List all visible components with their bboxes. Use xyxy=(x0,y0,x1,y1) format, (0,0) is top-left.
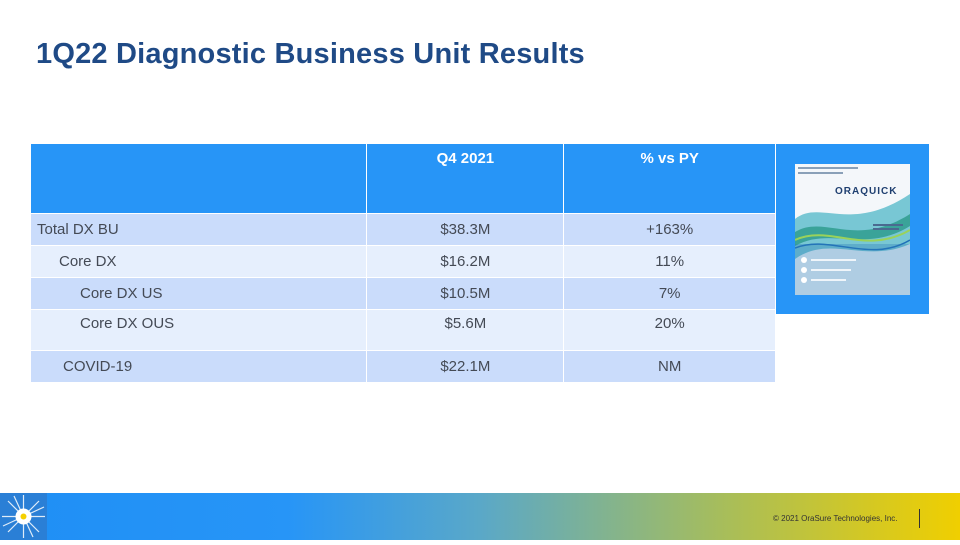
oraquick-box-art xyxy=(795,164,910,295)
product-brand: ORAQUICK xyxy=(835,186,898,197)
header-q4-2021: Q4 2021 xyxy=(366,144,565,214)
table-row: Core DX OUS $5.6M 20% xyxy=(31,309,775,351)
row-value: $10.5M xyxy=(366,277,565,310)
product-image-card: ORAQUICK xyxy=(776,144,929,314)
row-label: COVID-19 xyxy=(31,350,368,383)
footer-gradient-band xyxy=(0,493,960,540)
copyright-text: © 2021 OraSure Technologies, Inc. xyxy=(773,514,898,523)
starburst-logo-icon xyxy=(0,493,47,540)
footer-divider xyxy=(919,509,920,528)
row-value: $38.3M xyxy=(366,213,565,246)
row-value: $22.1M xyxy=(366,350,565,383)
header-blank xyxy=(31,144,368,214)
table-row: COVID-19 $22.1M NM xyxy=(31,350,775,383)
row-change: +163% xyxy=(563,213,775,246)
results-table: Q4 2021 % vs PY Total DX BU $38.3M +163%… xyxy=(31,144,775,383)
row-change: 20% xyxy=(563,309,775,351)
table-row: Total DX BU $38.3M +163% xyxy=(31,213,775,246)
row-label: Core DX US xyxy=(31,277,368,310)
table-row: Core DX $16.2M 11% xyxy=(31,245,775,278)
table-row: Core DX US $10.5M 7% xyxy=(31,277,775,310)
row-change: 7% xyxy=(563,277,775,310)
row-label: Core DX OUS xyxy=(31,309,368,351)
row-change: NM xyxy=(563,350,775,383)
oraquick-product-image: ORAQUICK xyxy=(795,164,910,295)
row-value: $16.2M xyxy=(366,245,565,278)
row-value: $5.6M xyxy=(366,309,565,351)
company-logo xyxy=(0,493,47,540)
table-header-row: Q4 2021 % vs PY xyxy=(31,144,775,214)
row-label: Core DX xyxy=(31,245,368,278)
header-pct-vs-py: % vs PY xyxy=(563,144,775,214)
page-title: 1Q22 Diagnostic Business Unit Results xyxy=(36,38,585,70)
row-label: Total DX BU xyxy=(31,213,368,246)
row-change: 11% xyxy=(563,245,775,278)
